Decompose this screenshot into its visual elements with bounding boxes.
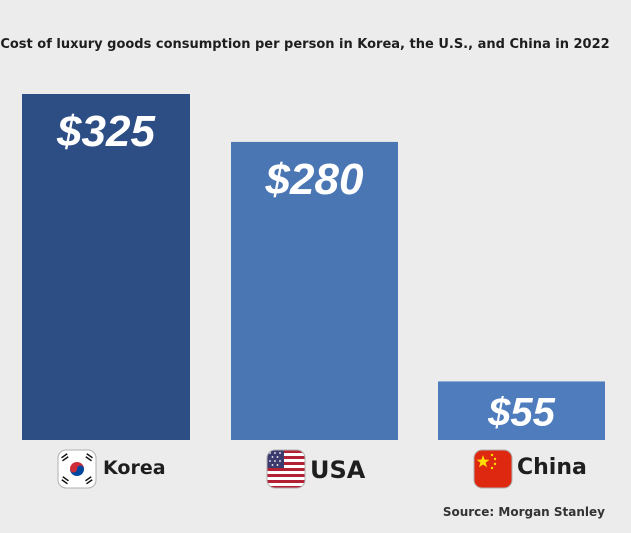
category-label-korea: Korea [103,457,166,479]
value-label-china: $55 [487,390,555,434]
usa-flag-icon [267,450,305,488]
value-label-korea: $325 [56,107,155,156]
china-flag-icon [474,450,512,488]
category-label-china: China [517,455,587,480]
source-note: Source: Morgan Stanley [443,505,605,519]
bar-china [438,381,605,440]
bar-usa [231,141,398,440]
value-label-usa: $280 [265,155,364,204]
bars-group: $325 $280 $55 [22,94,605,440]
category-label-usa: USA [310,456,366,484]
south-korea-flag-icon [58,450,96,488]
chart-title: Cost of luxury goods consumption per per… [0,37,609,52]
bar-korea [22,94,190,440]
